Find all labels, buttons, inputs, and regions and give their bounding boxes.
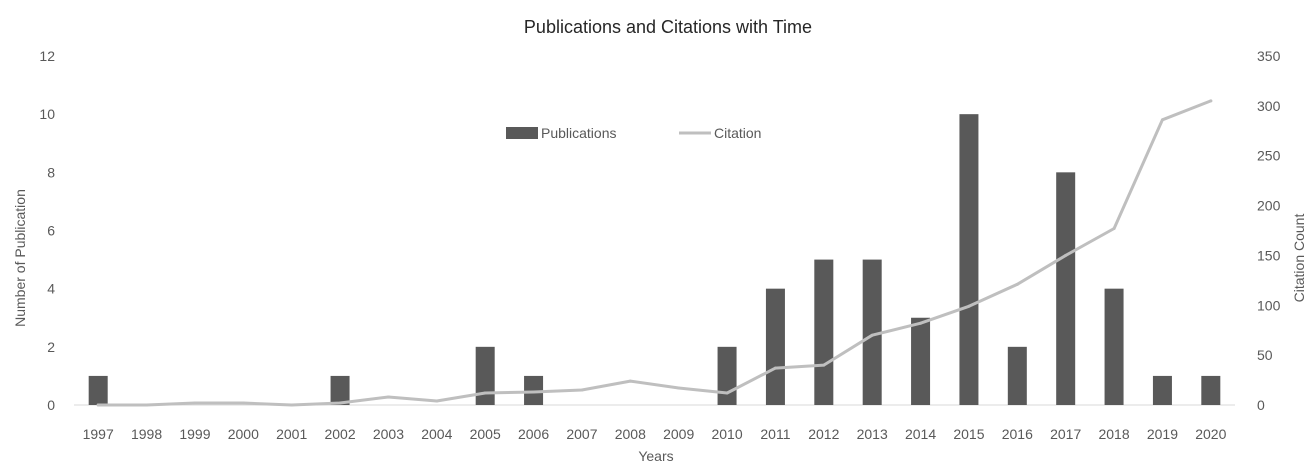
y2-axis-title: Citation Count: [1291, 214, 1307, 303]
x-tick-label: 2004: [421, 426, 452, 442]
citation-point: [628, 379, 632, 383]
publication-bar: [1104, 288, 1124, 405]
citation-point: [338, 401, 342, 405]
publication-bar: [765, 288, 785, 405]
x-tick-label: 2017: [1050, 426, 1081, 442]
y-tick-label: 8: [47, 164, 55, 180]
x-tick-label: 2010: [711, 426, 742, 442]
y-tick-label: 0: [47, 397, 55, 413]
publication-bar: [959, 114, 979, 406]
citation-point: [1209, 99, 1213, 103]
y2-tick-label: 0: [1257, 397, 1265, 413]
publication-bar: [1007, 346, 1027, 405]
y2-tick-label: 100: [1257, 297, 1281, 313]
x-tick-label: 2000: [228, 426, 259, 442]
x-tick-label: 2015: [953, 426, 984, 442]
y2-tick-label: 50: [1257, 347, 1273, 363]
citation-point: [1112, 227, 1116, 231]
citation-point: [386, 395, 390, 399]
y2-tick-label: 250: [1257, 148, 1281, 164]
chart-title: Publications and Citations with Time: [524, 17, 812, 37]
x-axis-ticks: 1997 1998 1999 2000 2001 2002 2003 2004 2005 2006…: [83, 426, 1227, 442]
citation-point: [725, 391, 729, 395]
publication-bar: [524, 375, 544, 405]
citation-point: [290, 403, 294, 407]
citation-point: [773, 366, 777, 370]
x-tick-label: 2001: [276, 426, 307, 442]
legend-label-citation: Citation: [714, 125, 761, 141]
publication-bar: [1056, 172, 1076, 405]
x-tick-label: 2013: [857, 426, 888, 442]
x-tick-label: 2007: [566, 426, 597, 442]
citation-point: [919, 321, 923, 325]
citation-line: [96, 99, 1213, 407]
y-tick-label: 10: [39, 106, 55, 122]
y2-axis-ticks: 0 50 100 150 200 250 300 350: [1257, 48, 1281, 413]
citation-point: [677, 386, 681, 390]
citation-point: [483, 391, 487, 395]
publication-bar: [330, 375, 350, 405]
citation-point: [96, 403, 100, 407]
legend: Publications Citation: [506, 125, 761, 141]
citation-line-group: [96, 99, 1213, 407]
x-tick-label: 2005: [470, 426, 501, 442]
publication-bar: [862, 259, 882, 405]
y-axis-title: Number of Publication: [12, 189, 28, 327]
publication-bar: [717, 346, 737, 405]
x-tick-label: 2008: [615, 426, 646, 442]
citation-point: [870, 333, 874, 337]
publication-bar: [1152, 375, 1172, 405]
publication-bar: [814, 259, 834, 405]
y-axis-ticks: 0 2 4 6 8 10 12: [39, 48, 55, 413]
x-tick-label: 1997: [83, 426, 114, 442]
y2-tick-label: 300: [1257, 98, 1281, 114]
x-axis-title: Years: [638, 448, 673, 463]
citation-point: [822, 363, 826, 367]
publication-bar: [1201, 375, 1221, 405]
publication-bar: [911, 317, 931, 405]
x-tick-label: 2014: [905, 426, 936, 442]
y-tick-label: 12: [39, 48, 55, 64]
y-tick-label: 4: [47, 281, 55, 297]
publication-bar: [88, 375, 108, 405]
citation-point: [580, 388, 584, 392]
publications-bars: [88, 114, 1221, 406]
x-tick-label: 1998: [131, 426, 162, 442]
x-tick-label: 2006: [518, 426, 549, 442]
legend-swatch-publications: [506, 127, 538, 139]
legend-label-publications: Publications: [541, 125, 617, 141]
x-tick-label: 2009: [663, 426, 694, 442]
x-tick-label: 2018: [1098, 426, 1129, 442]
x-tick-label: 2003: [373, 426, 404, 442]
x-tick-label: 2012: [808, 426, 839, 442]
x-tick-label: 2002: [324, 426, 355, 442]
x-tick-label: 2011: [760, 426, 790, 442]
publication-bar: [475, 346, 495, 405]
x-tick-label: 2016: [1002, 426, 1033, 442]
citation-point: [193, 401, 197, 405]
citation-point: [967, 304, 971, 308]
citation-point: [241, 401, 245, 405]
citation-point: [1160, 118, 1164, 122]
x-tick-label: 1999: [179, 426, 210, 442]
x-tick-label: 2019: [1147, 426, 1178, 442]
y-tick-label: 6: [47, 223, 55, 239]
citation-point: [1015, 282, 1019, 286]
y2-tick-label: 350: [1257, 48, 1281, 64]
citation-point: [145, 403, 149, 407]
citation-point: [435, 399, 439, 403]
y2-tick-label: 200: [1257, 198, 1281, 214]
citation-point: [532, 390, 536, 394]
citation-point: [1064, 253, 1068, 257]
x-tick-label: 2020: [1195, 426, 1226, 442]
y-tick-label: 2: [47, 339, 55, 355]
y2-tick-label: 150: [1257, 247, 1281, 263]
